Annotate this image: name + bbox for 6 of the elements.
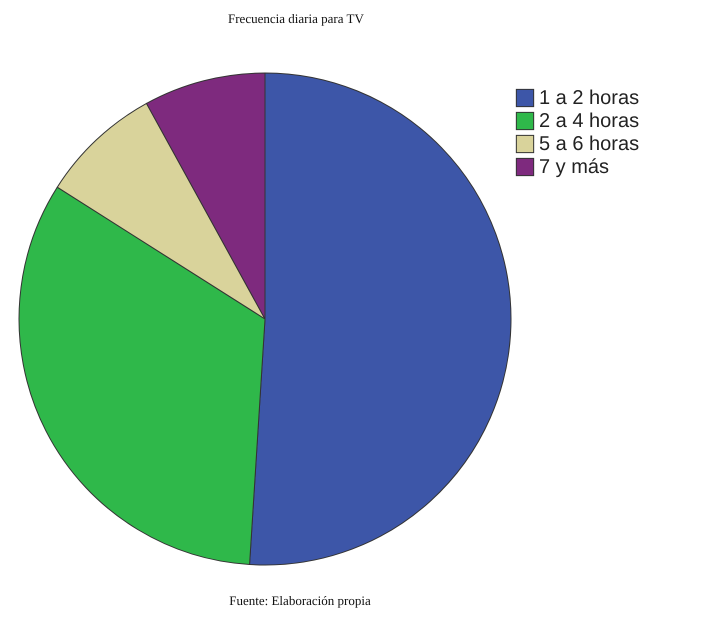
legend-label: 1 a 2 horas <box>539 87 640 109</box>
legend-label: 7 y más <box>539 156 610 178</box>
source-note: Fuente: Elaboración propia <box>229 593 371 608</box>
chart-title: Frecuencia diaria para TV <box>228 11 364 26</box>
legend-label: 2 a 4 horas <box>539 110 640 132</box>
legend-label: 5 a 6 horas <box>539 133 640 155</box>
